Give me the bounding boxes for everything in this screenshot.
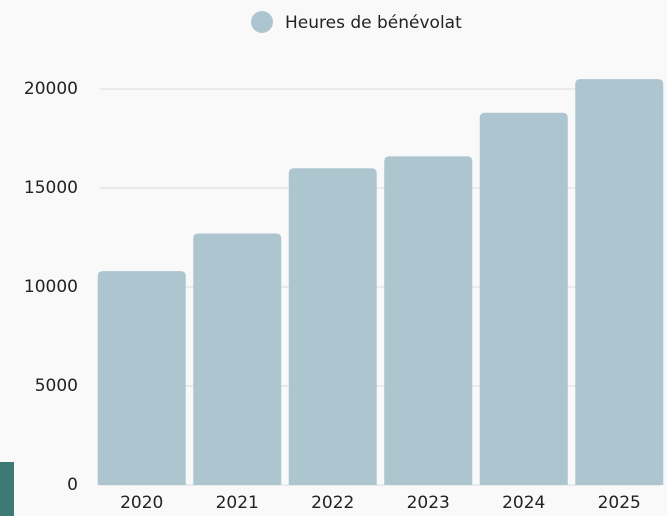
y-tick-label: 5000	[35, 376, 78, 396]
y-tick-label: 0	[67, 475, 78, 495]
bar	[479, 112, 568, 485]
x-tick-label: 2024	[502, 493, 545, 513]
legend-swatch	[251, 11, 273, 33]
decoration	[0, 462, 14, 516]
x-tick-label: 2023	[407, 493, 450, 513]
x-tick-label: 2021	[216, 493, 259, 513]
y-tick-label: 20000	[24, 79, 78, 99]
bar	[575, 79, 664, 485]
x-tick-label: 2025	[598, 493, 641, 513]
y-tick-label: 10000	[24, 277, 78, 297]
x-tick-label: 2022	[311, 493, 354, 513]
y-tick-label: 15000	[24, 178, 78, 198]
bar	[384, 156, 473, 485]
bar	[288, 168, 377, 485]
legend-label: Heures de bénévolat	[285, 13, 462, 33]
bar	[193, 233, 282, 485]
bar	[97, 271, 186, 485]
x-tick-label: 2020	[120, 493, 163, 513]
